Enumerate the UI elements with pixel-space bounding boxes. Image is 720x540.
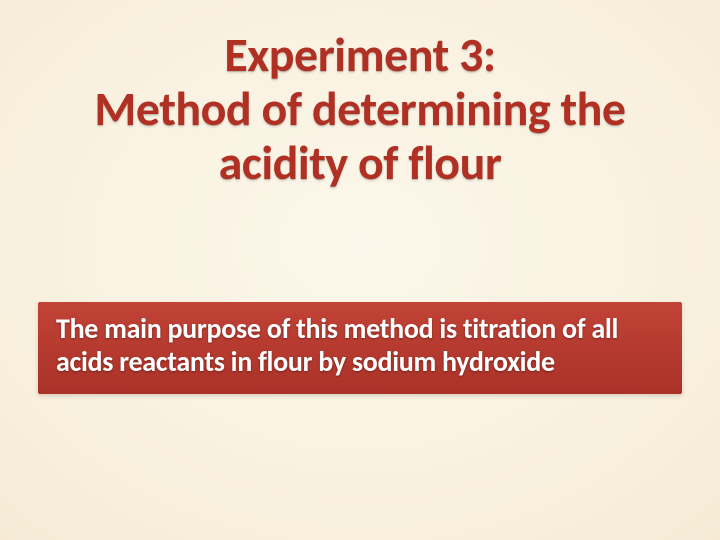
body-box: The main purpose of this method is titra…: [38, 302, 682, 394]
title-line-1: Experiment 3:: [224, 25, 495, 84]
slide: Experiment 3: Method of determining the …: [0, 0, 720, 540]
body-text: The main purpose of this method is titra…: [56, 312, 664, 378]
slide-title: Experiment 3: Method of determining the …: [28, 28, 692, 189]
title-line-2: Method of determining the: [94, 79, 625, 138]
title-line-3: acidity of flour: [219, 133, 502, 192]
